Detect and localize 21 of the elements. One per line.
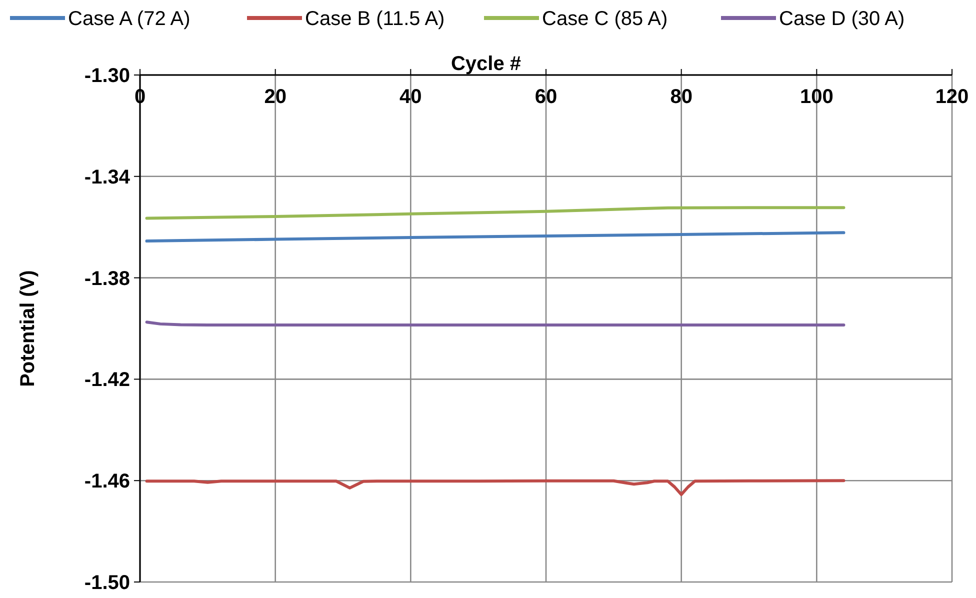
x-tick-label: 100: [800, 86, 834, 108]
line-series: [145, 231, 846, 243]
y-tick-label: -1.38: [84, 268, 130, 290]
legend-label: Case D (30 A): [779, 8, 905, 30]
x-tick-label: 40: [400, 86, 422, 108]
legend-label: Case A (72 A): [68, 8, 190, 30]
y-tick-label: -1.46: [84, 470, 130, 493]
line-series: [145, 206, 846, 220]
y-tick-label: -1.42: [84, 369, 130, 392]
line-series: [145, 479, 846, 496]
x-tick-label: 20: [264, 86, 286, 108]
x-tick-label: 80: [670, 86, 692, 108]
legend-label: Case C (85 A): [542, 8, 668, 30]
x-tick-label: 60: [534, 86, 558, 108]
y-tick-label: -1.34: [84, 166, 131, 188]
legend-label: Case B (11.5 A): [305, 8, 445, 30]
x-tick-label: 120: [935, 86, 969, 108]
y-tick-label: -1.50: [84, 572, 130, 594]
y-tick-label: -1.30: [84, 65, 130, 87]
y-axis-title: Potential (V): [17, 270, 39, 387]
x-axis-title: Cycle #: [450, 53, 522, 75]
